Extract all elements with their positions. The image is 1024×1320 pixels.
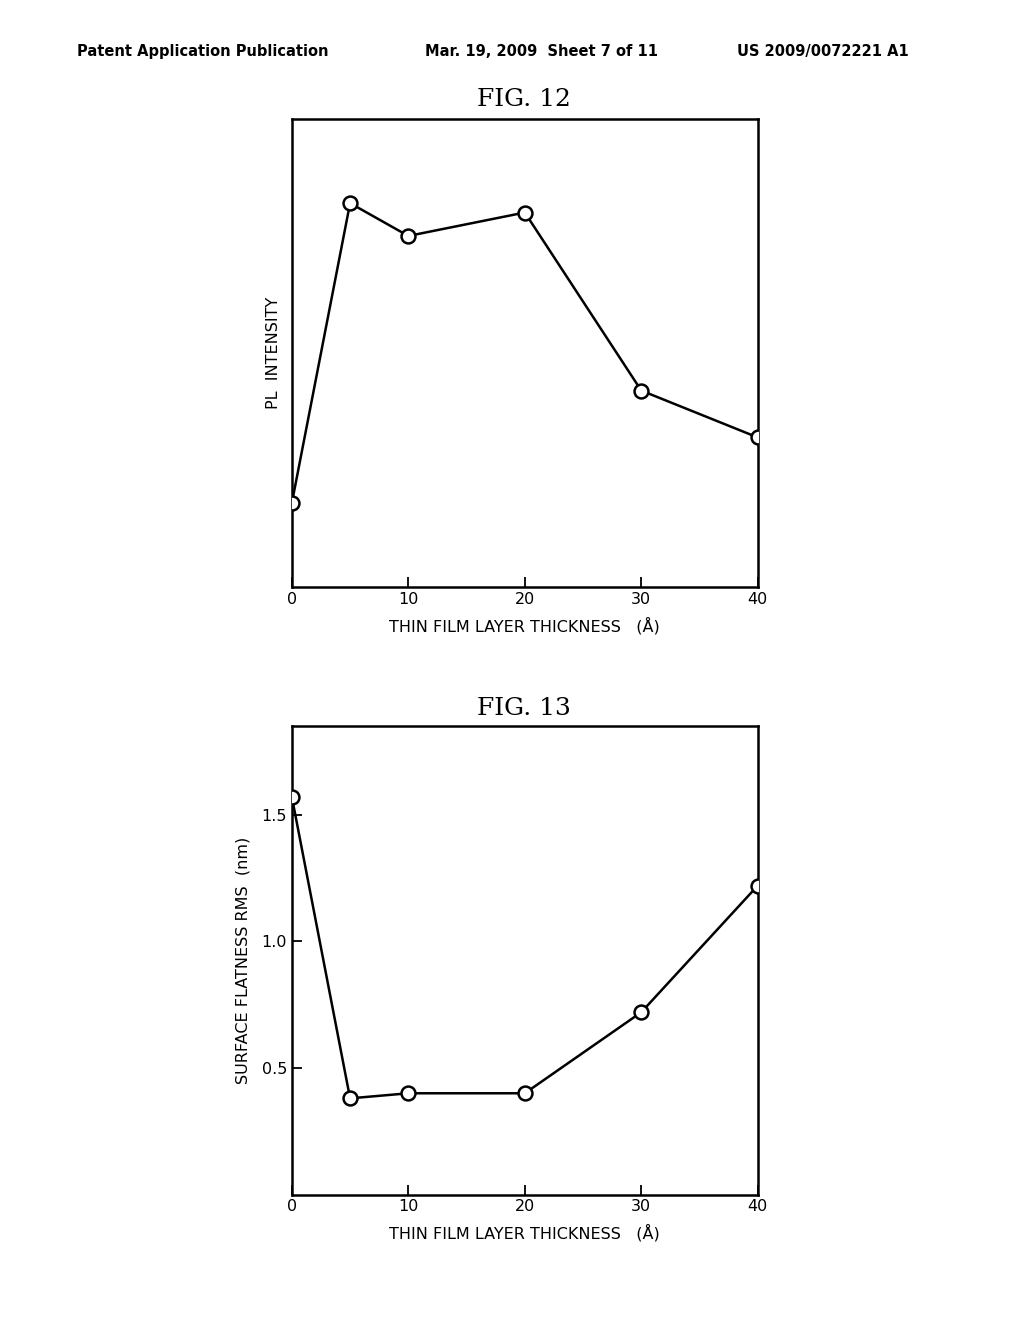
Text: Patent Application Publication: Patent Application Publication <box>77 44 329 58</box>
Y-axis label: SURFACE FLATNESS RMS  (nm): SURFACE FLATNESS RMS (nm) <box>236 837 250 1084</box>
X-axis label: THIN FILM LAYER THICKNESS   (Å): THIN FILM LAYER THICKNESS (Å) <box>389 616 660 635</box>
Text: FIG. 13: FIG. 13 <box>477 697 571 719</box>
Y-axis label: PL  INTENSITY: PL INTENSITY <box>266 297 281 409</box>
X-axis label: THIN FILM LAYER THICKNESS   (Å): THIN FILM LAYER THICKNESS (Å) <box>389 1224 660 1242</box>
Text: Mar. 19, 2009  Sheet 7 of 11: Mar. 19, 2009 Sheet 7 of 11 <box>425 44 658 58</box>
Text: US 2009/0072221 A1: US 2009/0072221 A1 <box>737 44 909 58</box>
Text: FIG. 12: FIG. 12 <box>477 88 571 111</box>
